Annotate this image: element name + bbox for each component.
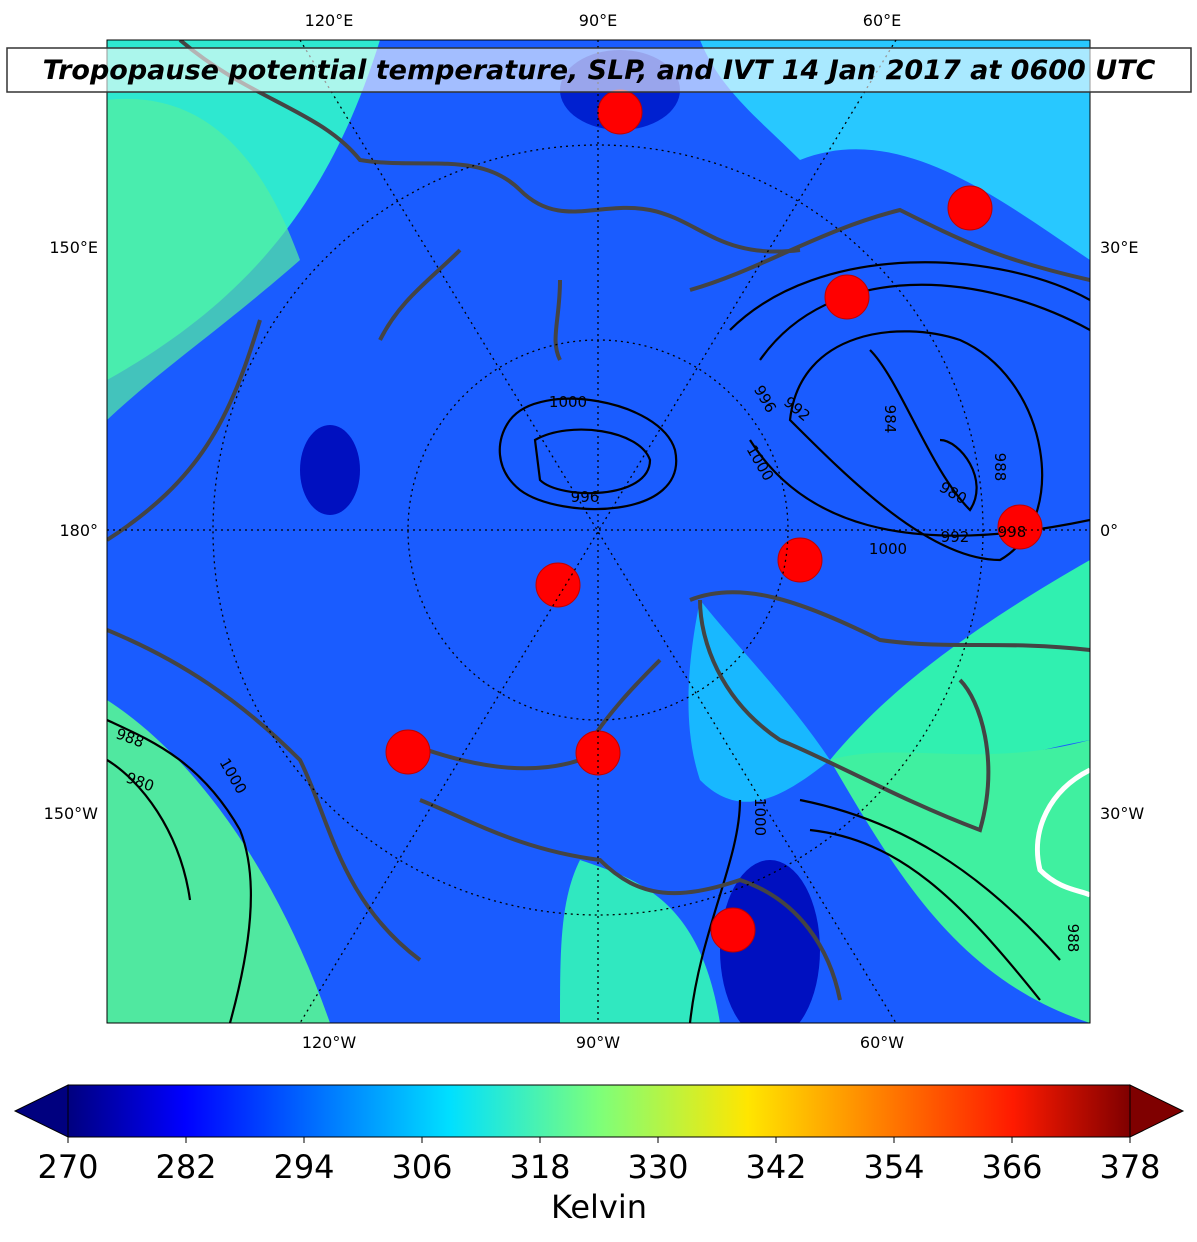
- lat-label: 150°W: [44, 804, 99, 823]
- warm-region: [560, 860, 720, 1023]
- longitude-labels: 120°E 90°E 60°E 120°W 90°W 60°W 150°E 180° 150°W…: [44, 11, 1145, 1052]
- cold-region: [300, 425, 360, 515]
- lat-label: 150°E: [49, 238, 98, 257]
- warm-region: [830, 740, 1090, 1023]
- graticule: [107, 40, 1090, 1023]
- contour-label: 1000: [751, 798, 769, 836]
- lat-label: 0°: [1100, 521, 1118, 540]
- lat-label: 180°: [59, 521, 98, 540]
- colorbar-tick-label: 366: [981, 1148, 1042, 1186]
- colorbar-tick-label: 378: [1099, 1148, 1160, 1186]
- cyclone-markers: [385, 89, 1043, 953]
- lon-label: 60°E: [863, 11, 901, 30]
- ivt-contour: [1034, 767, 1090, 898]
- lon-label: 60°W: [860, 1033, 904, 1052]
- contour-label: 1000: [549, 393, 587, 411]
- colorbar-tick-label: 342: [745, 1148, 806, 1186]
- contour-label: 992: [941, 528, 970, 546]
- contour-label: 1000: [869, 540, 907, 558]
- colorbar-extend-low: [13, 1084, 69, 1138]
- contour-label: 996: [571, 488, 600, 506]
- lon-label: 120°E: [305, 11, 354, 30]
- coastlines: [107, 40, 1090, 1001]
- colorbar-tick-label: 306: [391, 1148, 452, 1186]
- warm-region: [700, 40, 1090, 260]
- lat-label: 30°W: [1100, 804, 1144, 823]
- colorbar-tick-label: 294: [273, 1148, 334, 1186]
- lon-label: 120°W: [302, 1033, 357, 1052]
- contour-label: 998: [998, 523, 1027, 541]
- colorbar: 270 282 294 306 318 330 342 354 366 378: [13, 1084, 1185, 1186]
- warm-region: [688, 600, 830, 802]
- warm-region: [830, 560, 1090, 778]
- contour-label: 984: [881, 405, 899, 434]
- lon-label: 90°W: [576, 1033, 620, 1052]
- slp-contours: [107, 261, 1090, 1023]
- colorbar-label: Kelvin: [551, 1188, 647, 1226]
- warm-region: [107, 700, 330, 1023]
- colorbar-body: [67, 1084, 1131, 1138]
- colorbar-tick-label: 270: [37, 1148, 98, 1186]
- map-frame: [106, 39, 1091, 1024]
- warm-region: [107, 98, 300, 420]
- lon-label: 90°E: [579, 11, 617, 30]
- title-box: [6, 47, 1192, 93]
- colorbar-tick-label: 330: [627, 1148, 688, 1186]
- colorbar-tick-label: 318: [509, 1148, 570, 1186]
- colorbar-extend-high: [1129, 1084, 1185, 1138]
- colorbar-tick-label: 282: [155, 1148, 216, 1186]
- title: Tropopause potential temperature, SLP, a…: [43, 55, 1156, 86]
- contour-label: 988: [1064, 924, 1082, 953]
- contour-label: 988: [991, 453, 1009, 482]
- cold-region: [720, 860, 820, 1023]
- lat-label: 30°E: [1100, 238, 1138, 257]
- colorbar-tick-label: 354: [863, 1148, 924, 1186]
